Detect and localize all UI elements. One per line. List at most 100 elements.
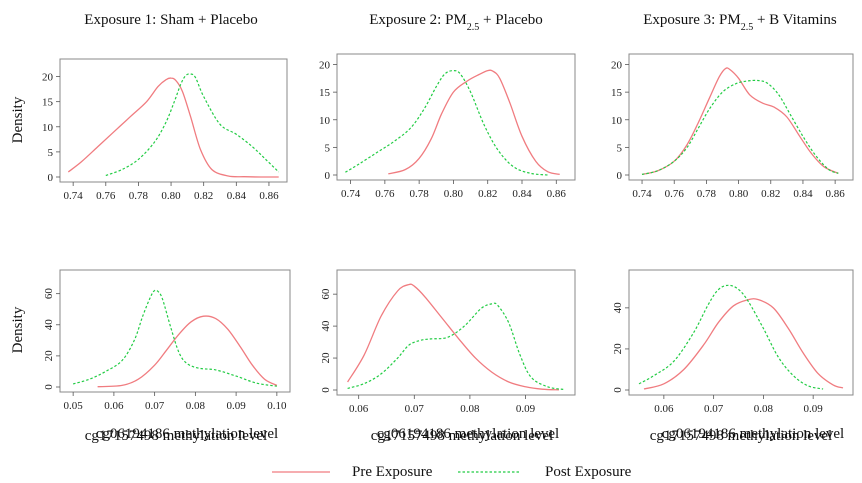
x-axis-label: cg06194186 methylation level	[662, 426, 844, 442]
panel-6: 0.06 0.07 0.08 0.09 0 20 40 cg06194186 methylat…	[612, 269, 854, 442]
x-tick-label: 0.06	[349, 403, 369, 415]
y-tick-label: 60	[320, 288, 332, 300]
series-pre-exposure	[347, 283, 559, 391]
series-post-exposure	[345, 69, 548, 176]
x-tick-label: 0.84	[512, 188, 532, 200]
plot-frame	[628, 53, 854, 181]
x-tick-label: 0.82	[761, 188, 780, 200]
x-tick-label: 0.76	[665, 188, 685, 200]
y-tick-label: 20	[43, 350, 55, 362]
y-tick-label: 20	[320, 352, 332, 364]
panel-title: Exposure 3: PM2.5 + B Vitamins	[643, 12, 837, 33]
series-post-exposure	[638, 284, 824, 390]
y-tick-label: 20	[611, 60, 623, 72]
y-tick-label: 40	[612, 302, 624, 314]
series-pre-exposure	[641, 67, 839, 176]
x-tick-label: 0.06	[654, 403, 674, 415]
x-tick-label: 0.08	[186, 400, 206, 412]
x-tick-label: 0.82	[478, 188, 497, 200]
y-tick-label: 15	[42, 97, 54, 109]
x-tick-label: 0.09	[804, 403, 824, 415]
series-pre-exposure	[67, 77, 279, 178]
y-tick-label: 0	[320, 387, 332, 393]
x-tick-label: 0.05	[64, 400, 84, 412]
panel-4: 0.05 0.06 0.07 0.08 0.09 0.10 0 20 40 60 cg0619418…	[43, 269, 291, 442]
series-pre-exposure	[388, 69, 560, 176]
x-tick-label: 0.86	[259, 190, 279, 202]
y-tick-label: 15	[319, 87, 331, 99]
series-post-exposure	[72, 289, 277, 387]
y-tick-label: 5	[325, 142, 331, 154]
y-tick-label: 0	[617, 170, 623, 182]
x-axis-label: cg06194186 methylation level	[96, 426, 278, 442]
legend-post-label: Post Exposure	[545, 464, 632, 480]
x-tick-label: 0.07	[704, 403, 724, 415]
series-post-exposure	[105, 73, 280, 177]
x-tick-label: 0.74	[341, 188, 361, 200]
y-tick-label: 10	[42, 122, 54, 134]
y-tick-label: 0	[612, 387, 624, 393]
y-tick-label: 20	[612, 343, 624, 355]
x-axis-label: cg06194186 methylation level	[377, 426, 559, 442]
y-tick-label: 0	[48, 172, 54, 184]
panel-2: Exposure 2: PM2.5 + Placebo 0.74 0.76 0.78 0…	[319, 12, 576, 200]
y-tick-label: 60	[43, 288, 55, 300]
y-axis-label: Density	[10, 306, 26, 353]
series-post-exposure	[641, 79, 839, 175]
x-tick-label: 0.07	[145, 400, 165, 412]
plot-frame	[59, 269, 291, 393]
x-tick-label: 0.76	[96, 190, 116, 202]
x-axis-label-bottom: cg17157498 methylation level	[650, 428, 832, 444]
x-tick-label: 0.86	[547, 188, 567, 200]
x-tick-label: 0.78	[410, 188, 430, 200]
x-axis-label-bottom: cg17157498 methylation level	[371, 428, 553, 444]
x-tick-label: 0.78	[129, 190, 149, 202]
panel-title: Exposure 2: PM2.5 + Placebo	[369, 12, 542, 33]
panel-1: Exposure 1: Sham + Placebo 0.74 0.76 0.78 0.…	[42, 12, 288, 202]
plot-frame	[628, 269, 854, 396]
y-tick-label: 5	[617, 142, 623, 154]
y-tick-label: 20	[42, 72, 54, 84]
x-tick-label: 0.74	[64, 190, 84, 202]
y-tick-label: 40	[43, 319, 55, 331]
y-tick-label: 10	[319, 115, 331, 127]
y-tick-label: 0	[43, 384, 55, 390]
x-tick-label: 0.09	[226, 400, 246, 412]
x-tick-label: 0.80	[729, 188, 749, 200]
series-pre-exposure	[97, 315, 278, 388]
x-tick-label: 0.78	[697, 188, 717, 200]
legend-pre-label: Pre Exposure	[352, 464, 433, 480]
x-tick-label: 0.86	[826, 188, 846, 200]
x-tick-label: 0.06	[104, 400, 124, 412]
panel-3: Exposure 3: PM2.5 + B Vitamins 0.74 0.76 0.…	[611, 12, 854, 200]
panel-title: Exposure 1: Sham + Placebo	[84, 12, 257, 28]
plot-frame	[336, 269, 576, 396]
x-tick-label: 0.84	[793, 188, 813, 200]
x-axis-label-bottom: cg17157498 methylation level	[85, 428, 267, 444]
plot-frame	[59, 58, 288, 183]
y-tick-label: 15	[611, 87, 623, 99]
y-tick-label: 40	[320, 320, 332, 332]
x-tick-label: 0.80	[161, 190, 181, 202]
x-tick-label: 0.08	[754, 403, 774, 415]
x-tick-label: 0.10	[267, 400, 287, 412]
x-tick-label: 0.76	[375, 188, 395, 200]
x-tick-label: 0.80	[444, 188, 464, 200]
x-tick-label: 0.74	[632, 188, 652, 200]
x-tick-label: 0.82	[194, 190, 213, 202]
x-tick-label: 0.07	[405, 403, 425, 415]
series-post-exposure	[347, 302, 565, 391]
x-tick-label: 0.09	[516, 403, 536, 415]
plot-frame	[336, 53, 576, 181]
y-tick-label: 10	[611, 115, 623, 127]
legend: Pre Exposure Post Exposure	[272, 464, 632, 480]
x-tick-label: 0.84	[227, 190, 247, 202]
y-axis-label: Density	[10, 96, 26, 143]
y-tick-label: 20	[319, 60, 331, 72]
series-pre-exposure	[643, 298, 844, 390]
y-tick-label: 0	[325, 170, 331, 182]
y-tick-label: 5	[48, 147, 54, 159]
x-tick-label: 0.08	[460, 403, 480, 415]
panel-5: 0.06 0.07 0.08 0.09 0 20 40 60 cg06194186 methyl…	[320, 269, 576, 442]
